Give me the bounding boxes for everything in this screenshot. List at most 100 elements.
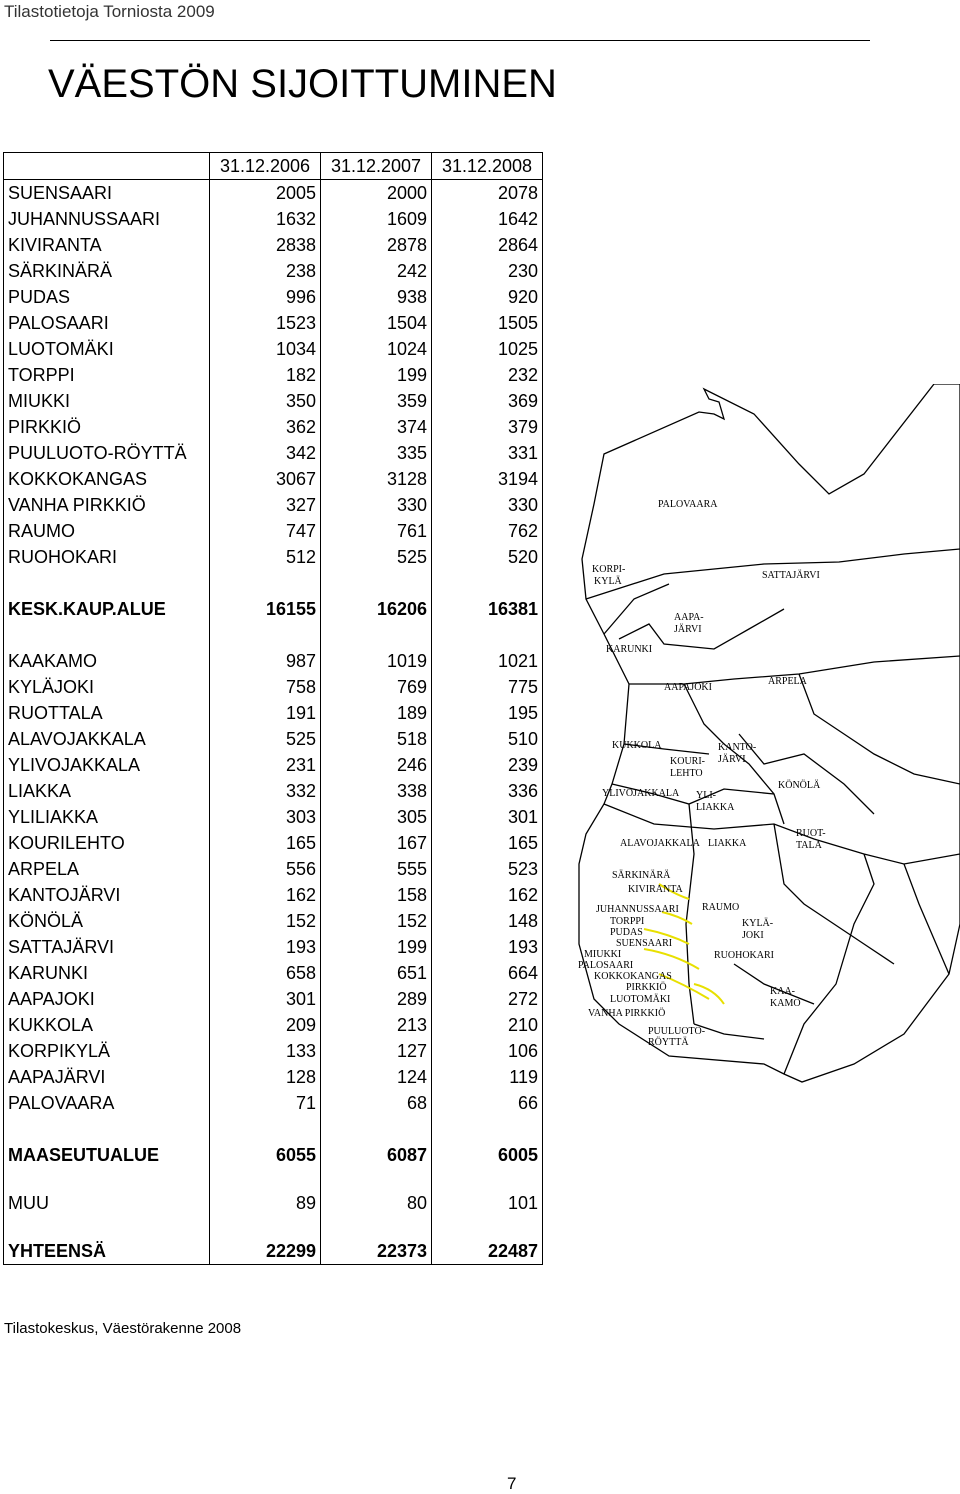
map-border <box>683 683 785 825</box>
cell-value: 658 <box>209 960 321 986</box>
cell-value: 246 <box>320 752 432 778</box>
cell-value: 330 <box>431 492 543 518</box>
table-row <box>3 622 543 648</box>
table-row: ARPELA 556 555 523 <box>3 856 543 882</box>
cell-value: 525 <box>320 544 432 570</box>
row-label: SATTAJÄRVI <box>3 934 210 960</box>
cell-value: 3067 <box>209 466 321 492</box>
cell-value: 769 <box>320 674 432 700</box>
cell-value: 231 <box>209 752 321 778</box>
cell-value: 362 <box>209 414 321 440</box>
row-label: RUOTTALA <box>3 700 210 726</box>
row-label: KOKKOKANGAS <box>3 466 210 492</box>
cell-value: 232 <box>431 362 543 388</box>
row-label: PIRKKIÖ <box>3 414 210 440</box>
cell-value: 327 <box>209 492 321 518</box>
cell-value: 761 <box>320 518 432 544</box>
table-row: KIVIRANTA 2838 2878 2864 <box>3 232 543 258</box>
row-label: ALAVOJAKKALA <box>3 726 210 752</box>
cell-value: 128 <box>209 1064 321 1090</box>
table-row: KORPIKYLÄ 133 127 106 <box>3 1038 543 1064</box>
cell-value: 1632 <box>209 206 321 232</box>
cell-value: 6005 <box>431 1142 543 1168</box>
cell-value <box>431 570 543 596</box>
table-row: MUU 89 80 101 <box>3 1190 543 1216</box>
cell-value: 301 <box>431 804 543 830</box>
cell-value: 193 <box>209 934 321 960</box>
row-label: KARUNKI <box>3 960 210 986</box>
cell-value: 330 <box>320 492 432 518</box>
cell-value: 119 <box>431 1064 543 1090</box>
cell-value: 165 <box>209 830 321 856</box>
table-row: 31.12.2006 31.12.2007 31.12.2008 <box>3 152 543 180</box>
cell-value: 775 <box>431 674 543 700</box>
cell-value: 66 <box>431 1090 543 1116</box>
cell-value: 152 <box>209 908 321 934</box>
table-row: VANHA PIRKKIÖ 327 330 330 <box>3 492 543 518</box>
map-label: PALOVAARA <box>658 499 718 510</box>
cell-value: 369 <box>431 388 543 414</box>
cell-value <box>431 622 543 648</box>
map-river <box>693 983 725 1005</box>
map-label: SÄRKINÄRÄ <box>612 869 671 881</box>
row-label: RAUMO <box>3 518 210 544</box>
map-label: MIUKKI <box>584 949 621 960</box>
map-river <box>643 928 690 945</box>
cell-value: 520 <box>431 544 543 570</box>
source-note: Tilastokeskus, Väestörakenne 2008 <box>4 1320 242 1337</box>
table-row: MIUKKI 350 359 369 <box>3 388 543 414</box>
cell-value: 331 <box>431 440 543 466</box>
table-row <box>3 570 543 596</box>
row-label: YLILIAKKA <box>3 804 210 830</box>
cell-value: 2878 <box>320 232 432 258</box>
map-label: VANHA PIRKKIÖ <box>588 1007 665 1019</box>
cell-value: 80 <box>320 1190 432 1216</box>
map-border <box>693 1023 765 1040</box>
cell-value: 31.12.2007 <box>320 152 432 180</box>
cell-value <box>320 1216 432 1238</box>
cell-value: 89 <box>209 1190 321 1216</box>
map-label: KAMO <box>770 998 801 1009</box>
cell-value: 379 <box>431 414 543 440</box>
map-border <box>623 743 710 755</box>
cell-value: 996 <box>209 284 321 310</box>
row-label: PUDAS <box>3 284 210 310</box>
cell-value: 127 <box>320 1038 432 1064</box>
table-row: SATTAJÄRVI 193 199 193 <box>3 934 543 960</box>
cell-value: 272 <box>431 986 543 1012</box>
cell-value: 1523 <box>209 310 321 336</box>
table-row: KÖNÖLÄ 152 152 148 <box>3 908 543 934</box>
row-label: MUU <box>3 1190 210 1216</box>
cell-value: 1025 <box>431 336 543 362</box>
cell-value: 3194 <box>431 466 543 492</box>
page-title: VÄESTÖN SIJOITTUMINEN <box>48 62 557 106</box>
cell-value: 68 <box>320 1090 432 1116</box>
cell-value: 22373 <box>320 1238 432 1265</box>
table-row: LIAKKA 332 338 336 <box>3 778 543 804</box>
map-label: TALA <box>796 840 823 851</box>
row-label: PALOVAARA <box>3 1090 210 1116</box>
cell-value: 303 <box>209 804 321 830</box>
map-label: LIAKKA <box>708 838 747 849</box>
map-label: JOKI <box>742 930 764 941</box>
cell-value: 6087 <box>320 1142 432 1168</box>
map-label: RAUMO <box>702 902 739 913</box>
cell-value: 518 <box>320 726 432 752</box>
header-rule <box>50 40 870 41</box>
map-label: KÖNÖLÄ <box>778 779 821 791</box>
map-label: AAPA- <box>674 612 704 623</box>
map-border <box>738 733 875 815</box>
row-label: SÄRKINÄRÄ <box>3 258 210 284</box>
cell-value: 6055 <box>209 1142 321 1168</box>
row-label: TORPPI <box>3 362 210 388</box>
table-row: KANTOJÄRVI 162 158 162 <box>3 882 543 908</box>
row-label: KOURILEHTO <box>3 830 210 856</box>
cell-value: 350 <box>209 388 321 414</box>
cell-value: 238 <box>209 258 321 284</box>
map-label: PIRKKIÖ <box>626 981 667 993</box>
table-row: KOKKOKANGAS 3067 3128 3194 <box>3 466 543 492</box>
cell-value: 165 <box>431 830 543 856</box>
row-label: AAPAJOKI <box>3 986 210 1012</box>
cell-value: 523 <box>431 856 543 882</box>
map-river <box>661 911 693 925</box>
